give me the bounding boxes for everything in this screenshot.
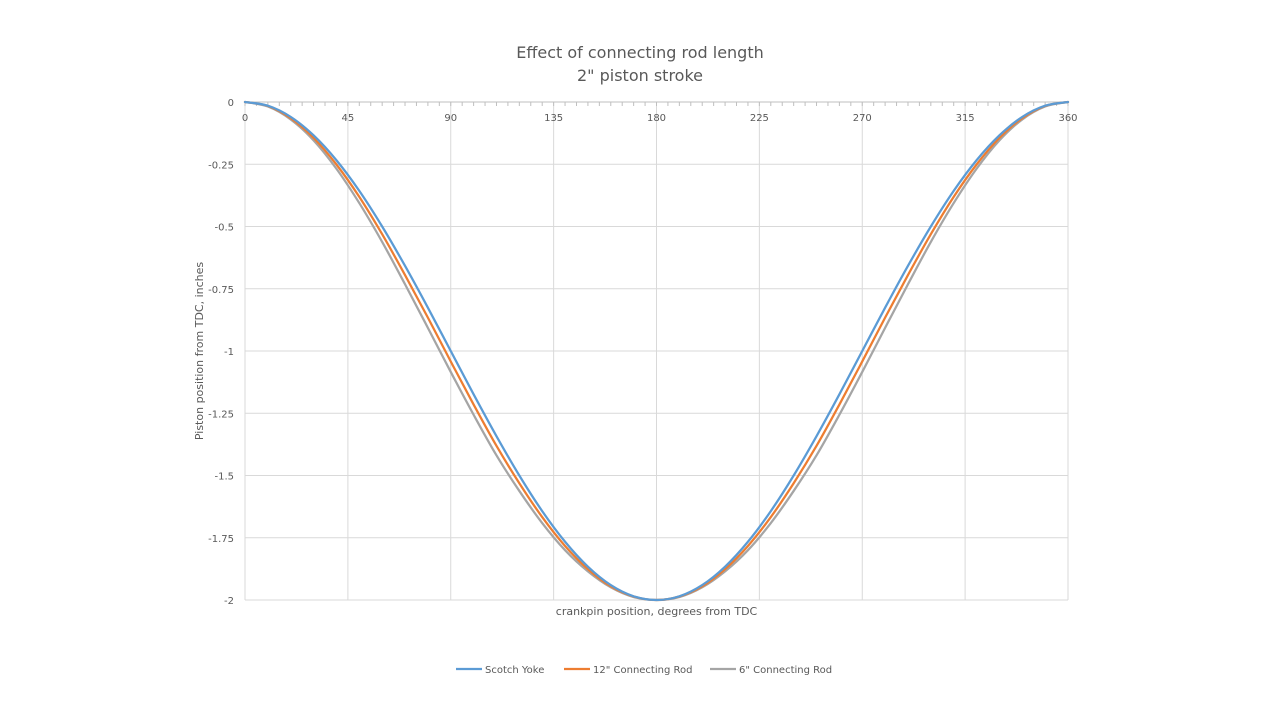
- y-tick-label: -1.5: [214, 472, 234, 483]
- y-tick-label: -2: [224, 596, 234, 607]
- y-tick-label: -1.25: [208, 409, 234, 420]
- axes: [244, 101, 1069, 106]
- y-tick-label: 0: [228, 98, 234, 109]
- y-tick-label: -1: [224, 347, 234, 358]
- legend: Scotch Yoke 12" Connecting Rod 6" Connecti…: [456, 665, 832, 676]
- x-axis-title: crankpin position, degrees from TDC: [556, 605, 758, 618]
- x-tick-label: 360: [1058, 113, 1077, 124]
- x-tick-label: 225: [750, 113, 769, 124]
- x-tick-label: 45: [342, 113, 355, 124]
- legend-label-12-connecting-rod: 12" Connecting Rod: [593, 665, 692, 676]
- chart-subtitle: 2" piston stroke: [577, 66, 703, 85]
- x-tick-label: 135: [544, 113, 563, 124]
- x-tick-label: 0: [242, 113, 248, 124]
- x-tick-label: 180: [647, 113, 666, 124]
- y-tick-label: -1.75: [208, 534, 234, 545]
- x-tick-label: 315: [956, 113, 975, 124]
- series-line-scotch-yoke: [243, 100, 1070, 602]
- y-axis-title: Piston position from TDC, inches: [193, 262, 206, 441]
- legend-label-6-connecting-rod: 6" Connecting Rod: [739, 665, 832, 676]
- chart-title: Effect of connecting rod length: [516, 43, 764, 62]
- tick-labels: 0 -0.25 -0.5 -0.75 -1 -1.25 -1.5 -1.75 -2 0 45 90 13…: [208, 98, 1077, 607]
- legend-label-scotch-yoke: Scotch Yoke: [485, 665, 544, 676]
- gridlines: [244, 101, 1069, 601]
- y-tick-label: -0.75: [208, 285, 234, 296]
- x-tick-label: 270: [853, 113, 872, 124]
- y-tick-label: -0.25: [208, 160, 234, 171]
- series-lines: [243, 100, 1070, 602]
- x-tick-label: 90: [444, 113, 457, 124]
- y-tick-label: -0.5: [214, 223, 234, 234]
